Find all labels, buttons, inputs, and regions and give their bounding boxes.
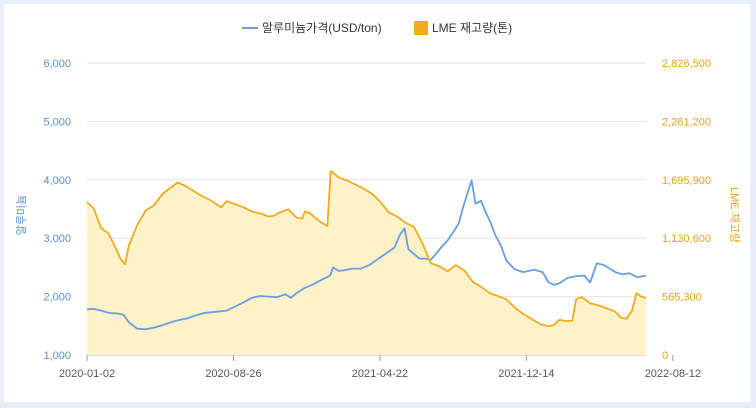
x-tick-label: 2020-08-26 bbox=[205, 368, 261, 380]
y-left-tick-label: 5,000 bbox=[43, 116, 71, 128]
series-line-2 bbox=[86, 170, 647, 327]
y-right-tick-label: 2,826,500 bbox=[662, 58, 711, 70]
axes: 6,000 2,826,500 5,000 2,261,200 4,000 1,695,9… bbox=[14, 58, 741, 380]
chart-container: 6,000 2,826,500 5,000 2,261,200 4,000 1,695,9… bbox=[4, 4, 750, 402]
y-right-tick-label: 1,130,600 bbox=[662, 233, 711, 245]
y-left-tick-label: 6,000 bbox=[43, 58, 71, 70]
y-right-tick-label: 0 bbox=[662, 350, 668, 362]
legend-item-label[interactable]: 알루미늄가격(USD/ton) bbox=[262, 21, 382, 35]
y-right-tick-label: 565,300 bbox=[662, 292, 702, 304]
y-right-tick-label: 1,695,900 bbox=[662, 175, 711, 187]
x-tick-label: 2020-01-02 bbox=[59, 368, 115, 380]
legend-marker-box bbox=[414, 21, 428, 35]
y-left-tick-label: 1,000 bbox=[43, 350, 71, 362]
series-line-1 bbox=[86, 179, 647, 331]
x-tick-label: 2021-04-22 bbox=[352, 368, 408, 380]
series-area-layer bbox=[87, 171, 646, 355]
series-area-2 bbox=[87, 171, 646, 355]
legend[interactable]: 알루미늄가격(USD/ton) LME 재고량(톤) bbox=[242, 21, 512, 35]
legend-item-label[interactable]: LME 재고량(톤) bbox=[432, 21, 512, 35]
y-left-tick-label: 2,000 bbox=[43, 292, 71, 304]
y-left-axis-title: 알루미늄 bbox=[14, 195, 28, 235]
x-tick-label: 2021-12-14 bbox=[498, 368, 554, 380]
series-line-layer bbox=[86, 170, 647, 331]
y-right-axis-title: LME 재고량 bbox=[728, 187, 741, 243]
chart-svg: 6,000 2,826,500 5,000 2,261,200 4,000 1,695,9… bbox=[14, 21, 741, 380]
y-left-tick-label: 4,000 bbox=[43, 175, 71, 187]
x-tick-label: 2022-08-12 bbox=[645, 368, 701, 380]
y-right-tick-label: 2,261,200 bbox=[662, 116, 711, 128]
y-left-tick-label: 3,000 bbox=[43, 233, 71, 245]
